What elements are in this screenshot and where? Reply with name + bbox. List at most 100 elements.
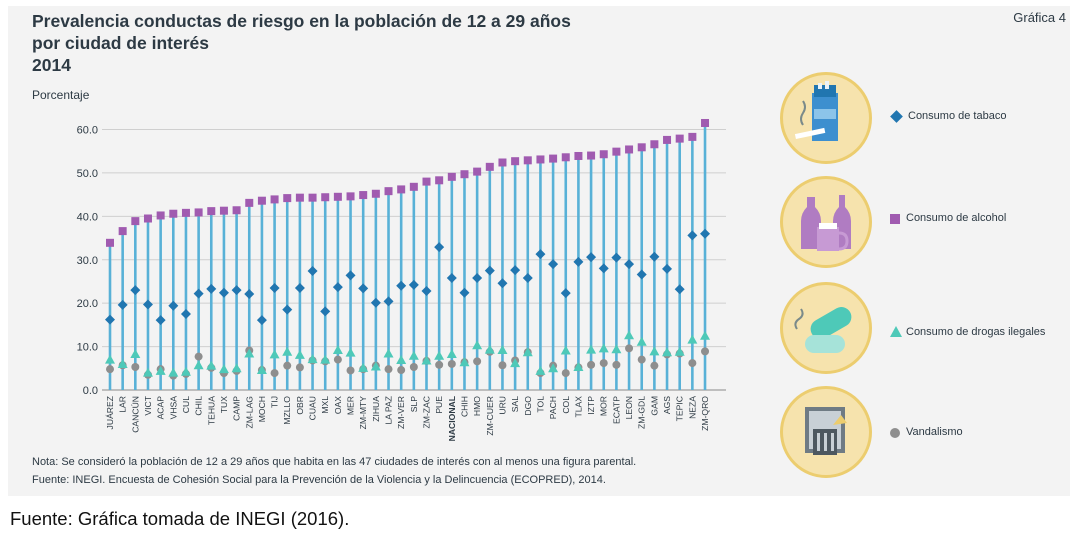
tabaco-point <box>307 266 318 277</box>
y-tick-label: 0.0 <box>83 385 98 397</box>
tabaco-point <box>256 315 267 326</box>
tabaco-point <box>434 242 445 253</box>
legend-marker-alcohol <box>890 214 900 224</box>
drogas-point <box>446 348 457 358</box>
vandalismo-point <box>599 359 608 368</box>
vandalismo-point <box>295 363 304 372</box>
alcohol-point <box>561 153 570 162</box>
vandalismo-point <box>473 357 482 366</box>
vandalismo-point <box>447 359 456 368</box>
x-tick-label: OAX <box>333 396 343 414</box>
alcohol-point <box>156 211 165 220</box>
tabaco-point <box>320 306 331 317</box>
alcohol-point <box>143 214 152 223</box>
alcohol-point <box>650 140 659 149</box>
tabaco-point <box>535 249 546 260</box>
alcohol-point <box>333 192 342 201</box>
x-tick-label: NACIONAL <box>447 396 457 441</box>
vandalismo-point <box>397 366 406 375</box>
alcohol-point <box>473 167 482 176</box>
alcohol-point <box>283 194 292 203</box>
figure-caption: Fuente: Gráfica tomada de INEGI (2016). <box>10 508 350 529</box>
drogas-point <box>700 330 711 340</box>
x-tick-label: HMO <box>472 396 482 416</box>
vandalismo-point <box>688 359 697 368</box>
x-tick-label: TUX <box>219 396 229 413</box>
x-tick-label: MER <box>346 396 356 415</box>
alcohol-point <box>688 132 697 141</box>
alcohol-point <box>308 193 317 202</box>
graph-number: Gráfica 4 <box>1013 10 1066 25</box>
x-tick-label: ZM-MTY <box>358 396 368 430</box>
legend-label-alcohol: Consumo de alcohol <box>906 212 1007 224</box>
alcohol-point <box>397 185 406 194</box>
x-tick-label: LEON <box>624 396 634 419</box>
alcohol-point <box>625 145 634 154</box>
alcohol-point <box>574 151 583 160</box>
drogas-point <box>155 365 166 375</box>
vandalismo-point <box>106 365 114 374</box>
alcohol-point <box>701 118 710 127</box>
x-tick-label: COL <box>561 396 571 414</box>
chart-title-year: 2014 <box>32 55 71 75</box>
drogas-point <box>535 365 546 375</box>
drogas-point <box>282 346 293 356</box>
drogas-point <box>586 344 597 354</box>
tabaco-point <box>294 282 305 293</box>
drogas-point <box>522 347 533 357</box>
drogas-point <box>408 350 419 360</box>
drogas-point <box>370 361 381 371</box>
vandalismo-point <box>333 355 342 364</box>
chart-title-line-1: Prevalencia conductas de riesgo en la po… <box>32 11 571 31</box>
alcohol-point <box>346 192 355 201</box>
tabaco-point <box>649 251 660 262</box>
x-tick-label: PACH <box>548 396 558 419</box>
x-tick-label: TLAX <box>573 396 583 418</box>
vandalismo-point <box>561 369 570 378</box>
chart-title-line-2: por ciudad de interés <box>32 33 209 53</box>
vandalismo-point <box>612 360 621 369</box>
alcohol-point <box>207 207 216 216</box>
tabaco-point <box>142 299 153 310</box>
x-tick-label: ZM-ZAC <box>422 396 432 428</box>
alcohol-point <box>194 208 203 217</box>
alcohol-point <box>219 206 228 215</box>
alcohol-point <box>131 217 140 226</box>
drogas-point <box>231 363 242 373</box>
vandalismo-point <box>587 360 596 369</box>
alcohol-point <box>321 193 330 202</box>
alcohol-point <box>523 156 532 165</box>
cigarette-pack-icon <box>780 72 872 164</box>
drogas-point <box>396 355 407 365</box>
tabaco-point <box>269 282 280 293</box>
x-tick-label: SLP <box>409 396 419 413</box>
tabaco-point <box>345 270 356 281</box>
x-tick-label: MZLLO <box>282 396 292 425</box>
chart-source-note: Fuente: INEGI. Encuesta de Cohesión Soci… <box>32 474 606 486</box>
drogas-point <box>421 355 432 365</box>
tabaco-point <box>687 230 698 241</box>
x-tick-label: ZM-QRO <box>700 396 710 431</box>
x-tick-label: ZM-GDL <box>637 396 647 429</box>
alcohol-point <box>460 170 469 179</box>
x-tick-label: CAMP <box>232 396 242 421</box>
alcohol-point <box>257 196 266 205</box>
alcohol-point <box>485 162 494 171</box>
alcohol-point <box>435 176 444 185</box>
vandalismo-point <box>625 344 634 353</box>
tabaco-point <box>624 259 635 270</box>
tabaco-point <box>459 287 470 298</box>
tabaco-point <box>611 252 622 263</box>
drogas-point <box>611 344 622 354</box>
tabaco-point <box>193 288 204 299</box>
vandalismo-point <box>194 352 203 361</box>
alcohol-point <box>118 227 127 236</box>
alcohol-point <box>106 238 114 247</box>
x-tick-label: ACAP <box>156 396 166 420</box>
alcohol-point <box>409 182 418 191</box>
x-tick-label: CHIL <box>194 396 204 416</box>
bottles-beer-icon <box>780 176 872 268</box>
tabaco-point <box>332 282 343 293</box>
alcohol-point <box>169 209 178 218</box>
